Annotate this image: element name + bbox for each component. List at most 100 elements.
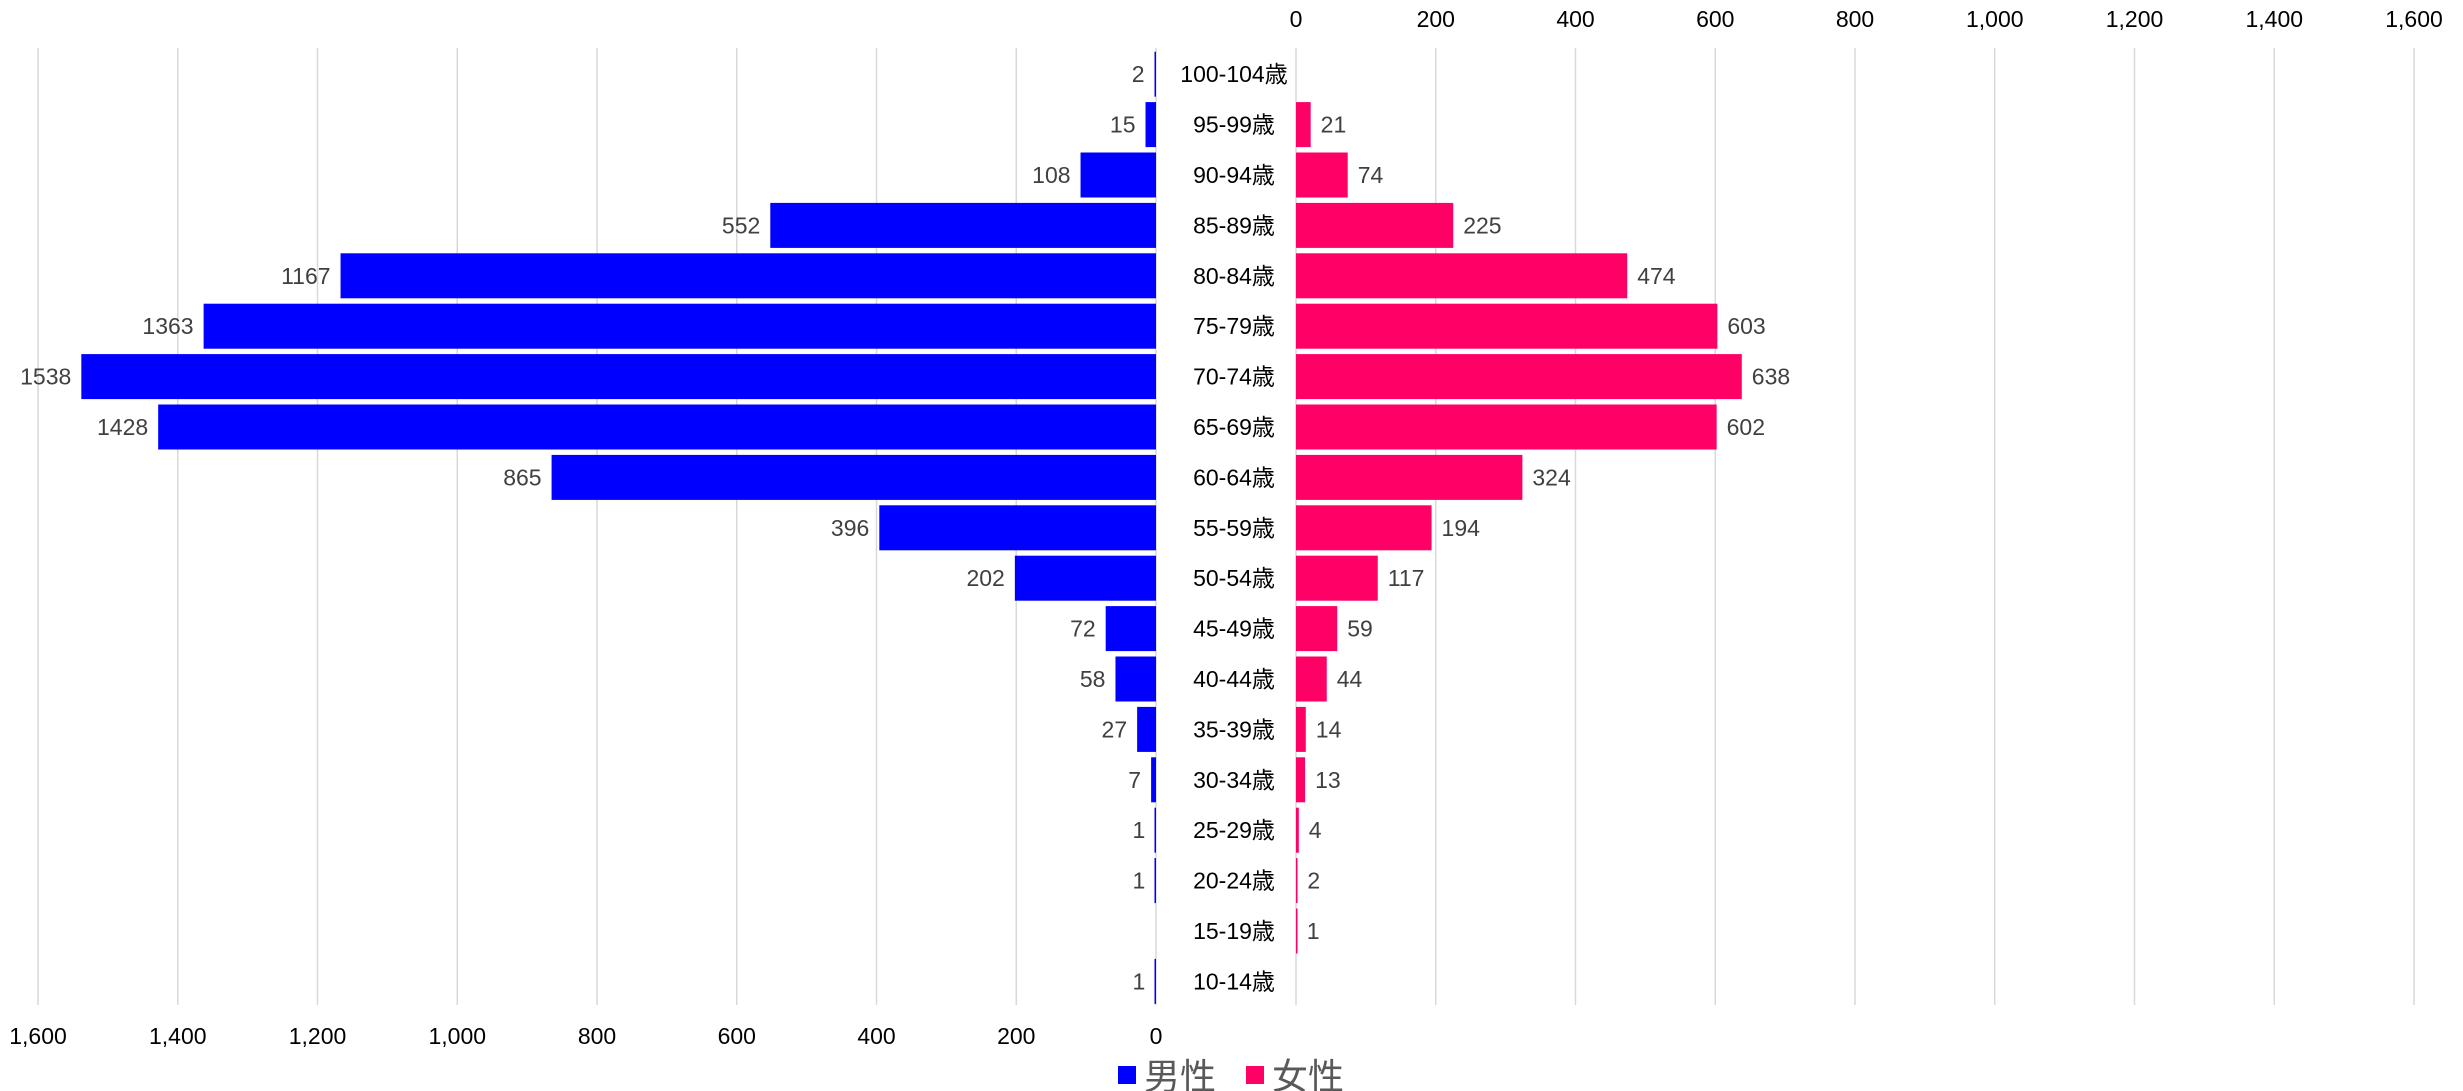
data-label-male: 58 bbox=[1080, 666, 1106, 692]
bar-female bbox=[1296, 454, 1523, 500]
data-label-female: 602 bbox=[1727, 414, 1765, 440]
x-tick-label-female: 800 bbox=[1836, 6, 1874, 32]
category-label: 20-24歳 bbox=[1193, 868, 1275, 894]
bar-female bbox=[1296, 102, 1311, 148]
category-label: 35-39歳 bbox=[1193, 716, 1275, 742]
legend-label-male: 男性 bbox=[1144, 1056, 1216, 1091]
bar-female bbox=[1296, 505, 1432, 551]
x-tick-label-male: 800 bbox=[578, 1023, 616, 1049]
data-label-male: 1363 bbox=[142, 313, 193, 339]
bar-male bbox=[1145, 102, 1156, 148]
legend-swatch-male bbox=[1118, 1066, 1136, 1084]
data-label-male: 27 bbox=[1102, 716, 1128, 742]
data-label-female: 13 bbox=[1315, 767, 1341, 793]
data-label-female: 225 bbox=[1463, 212, 1501, 238]
data-label-male: 108 bbox=[1032, 162, 1070, 188]
bar-male bbox=[551, 454, 1156, 500]
category-label: 70-74歳 bbox=[1193, 364, 1275, 390]
data-label-female: 2 bbox=[1307, 868, 1320, 894]
data-label-female: 4 bbox=[1309, 817, 1322, 843]
x-tick-label-male: 1,400 bbox=[149, 1023, 207, 1049]
bar-female bbox=[1296, 606, 1338, 652]
legend-label-female: 女性 bbox=[1272, 1056, 1344, 1091]
data-label-female: 21 bbox=[1321, 112, 1347, 138]
bar-male bbox=[1014, 555, 1156, 601]
bar-female bbox=[1296, 303, 1718, 349]
bars bbox=[81, 51, 1742, 1004]
bar-male bbox=[1154, 807, 1156, 853]
legend: 男性 女性 bbox=[1118, 1056, 1344, 1091]
x-tick-label-female: 1,600 bbox=[2385, 6, 2443, 32]
data-label-female: 117 bbox=[1388, 565, 1425, 591]
data-label-male: 1 bbox=[1133, 968, 1146, 994]
x-tick-label-female: 1,200 bbox=[2106, 6, 2164, 32]
x-tick-label-female: 0 bbox=[1290, 6, 1303, 32]
bar-male bbox=[770, 202, 1156, 248]
x-tick-label-female: 600 bbox=[1696, 6, 1734, 32]
data-label-female: 194 bbox=[1442, 515, 1481, 541]
category-label: 60-64歳 bbox=[1193, 464, 1275, 490]
bar-male bbox=[1137, 706, 1156, 752]
data-label-female: 14 bbox=[1316, 716, 1342, 742]
x-tick-label-male: 400 bbox=[857, 1023, 895, 1049]
bar-male bbox=[1105, 606, 1156, 652]
data-label-female: 74 bbox=[1358, 162, 1384, 188]
bar-female bbox=[1296, 706, 1306, 752]
category-label: 80-84歳 bbox=[1193, 263, 1275, 289]
x-tick-label-male: 1,200 bbox=[289, 1023, 347, 1049]
bar-male bbox=[1080, 152, 1156, 198]
bar-male bbox=[203, 303, 1156, 349]
category-labels: 100-104歳 95-99歳 90-94歳 85-89歳 80-84歳 75-79歳 70… bbox=[1180, 61, 1287, 994]
data-label-male: 396 bbox=[831, 515, 869, 541]
x-tick-label-male: 1,000 bbox=[428, 1023, 486, 1049]
bar-male bbox=[1154, 858, 1156, 904]
category-label: 30-34歳 bbox=[1193, 767, 1275, 793]
bar-female bbox=[1296, 807, 1299, 853]
x-tick-label-female: 400 bbox=[1556, 6, 1594, 32]
legend-swatch-female bbox=[1246, 1066, 1264, 1084]
bar-female bbox=[1296, 757, 1306, 803]
data-label-male: 1538 bbox=[20, 364, 71, 390]
bar-female bbox=[1296, 404, 1717, 450]
category-label: 15-19歳 bbox=[1193, 918, 1275, 944]
category-label: 90-94歳 bbox=[1193, 162, 1275, 188]
data-label-female: 474 bbox=[1637, 263, 1676, 289]
category-label: 100-104歳 bbox=[1180, 61, 1287, 87]
x-tick-label-male: 0 bbox=[1150, 1023, 1163, 1049]
bar-male bbox=[340, 253, 1157, 299]
category-label: 55-59歳 bbox=[1193, 515, 1275, 541]
bar-female bbox=[1296, 253, 1628, 299]
bar-male bbox=[1115, 656, 1156, 702]
bar-female bbox=[1296, 354, 1742, 400]
bar-female bbox=[1296, 202, 1454, 248]
data-label-male: 1 bbox=[1133, 817, 1146, 843]
x-tick-label-male: 600 bbox=[718, 1023, 756, 1049]
bar-male bbox=[879, 505, 1156, 551]
bar-male bbox=[81, 354, 1156, 400]
data-label-female: 324 bbox=[1532, 464, 1571, 490]
bar-female bbox=[1296, 555, 1378, 601]
category-label: 50-54歳 bbox=[1193, 565, 1275, 591]
bar-male bbox=[1151, 757, 1156, 803]
data-label-female: 44 bbox=[1337, 666, 1363, 692]
data-label-female: 59 bbox=[1347, 616, 1373, 642]
axis-tick-labels: 1,600 1,400 1,200 1,000 800 600 400 200 0 0 200 400… bbox=[9, 6, 2443, 1049]
data-label-female: 603 bbox=[1727, 313, 1765, 339]
category-label: 95-99歳 bbox=[1193, 112, 1275, 138]
category-label: 85-89歳 bbox=[1193, 212, 1275, 238]
x-tick-label-female: 1,400 bbox=[2245, 6, 2303, 32]
x-tick-label-female: 200 bbox=[1417, 6, 1455, 32]
data-label-male: 1428 bbox=[97, 414, 148, 440]
data-label-male: 7 bbox=[1128, 767, 1141, 793]
data-label-male: 865 bbox=[503, 464, 541, 490]
category-label: 45-49歳 bbox=[1193, 616, 1275, 642]
data-label-male: 1167 bbox=[281, 263, 330, 289]
category-label: 75-79歳 bbox=[1193, 313, 1275, 339]
x-tick-label-male: 200 bbox=[997, 1023, 1035, 1049]
category-label: 40-44歳 bbox=[1193, 666, 1275, 692]
data-label-female: 638 bbox=[1752, 364, 1790, 390]
bar-female bbox=[1296, 152, 1348, 198]
x-tick-label-female: 1,000 bbox=[1966, 6, 2024, 32]
